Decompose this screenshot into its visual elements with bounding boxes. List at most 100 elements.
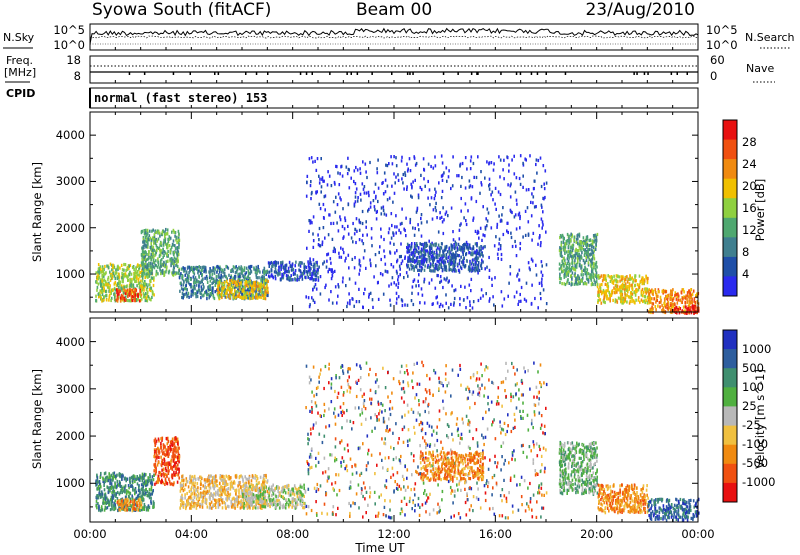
range-gate-cell: [169, 235, 171, 238]
range-gate-cell: [306, 195, 308, 198]
range-gate-cell: [406, 163, 408, 166]
range-gate-cell: [167, 250, 169, 253]
range-gate-cell: [438, 244, 440, 247]
range-gate-cell: [459, 297, 461, 300]
range-gate-cell: [469, 186, 471, 189]
range-gate-cell: [210, 293, 212, 296]
range-gate-cell: [572, 259, 574, 262]
range-gate-cell: [477, 155, 479, 158]
range-gate-cell: [362, 210, 364, 213]
range-gate-cell: [417, 223, 419, 226]
range-gate-cell: [313, 239, 315, 242]
range-gate-cell: [439, 281, 441, 284]
range-gate-cell: [678, 295, 680, 298]
range-gate-cell: [674, 303, 676, 306]
range-gate-cell: [508, 170, 510, 173]
range-gate-cell: [193, 278, 195, 281]
range-gate-cell: [390, 155, 392, 158]
range-gate-cell: [670, 293, 672, 296]
range-gate-cell: [200, 292, 202, 295]
range-gate-cell: [313, 263, 315, 266]
range-gate-cell: [592, 240, 594, 243]
range-gate-cell: [510, 272, 512, 275]
freq-dropout-mark: [500, 72, 502, 75]
range-gate-cell: [586, 271, 588, 274]
range-gate-cell: [600, 298, 602, 301]
range-gate-cell: [510, 265, 512, 268]
range-gate-cell: [424, 264, 426, 267]
freq-dropout-mark: [218, 72, 220, 75]
range-gate-cell: [501, 258, 503, 261]
range-gate-cell: [187, 266, 189, 269]
range-gate-cell: [337, 295, 339, 298]
range-gate-cell: [116, 474, 118, 477]
range-gate-cell: [498, 248, 500, 251]
range-gate-cell: [657, 305, 659, 308]
range-gate-cell: [116, 291, 118, 294]
range-gate-cell: [119, 276, 121, 279]
range-gate-cell: [504, 297, 506, 300]
range-gate-cell: [465, 253, 467, 256]
range-gate-cell: [359, 300, 361, 303]
range-gate-cell: [560, 234, 562, 237]
range-gate-cell: [319, 178, 321, 181]
range-gate-cell: [473, 217, 475, 220]
range-gate-cell: [201, 269, 203, 272]
range-gate-cell: [342, 225, 344, 228]
range-gate-cell: [419, 301, 421, 304]
range-gate-cell: [693, 300, 695, 303]
range-gate-cell: [150, 237, 152, 240]
range-gate-cell: [534, 205, 536, 208]
range-gate-cell: [369, 259, 371, 262]
range-gate-cell: [197, 295, 199, 298]
range-gate-cell: [313, 246, 315, 249]
range-gate-cell: [391, 224, 393, 227]
range-gate-cell: [392, 231, 394, 234]
range-gate-cell: [365, 170, 367, 173]
range-gate-cell: [348, 203, 350, 206]
range-gate-cell: [312, 288, 314, 291]
range-gate-cell: [150, 262, 152, 265]
range-gate-cell: [157, 257, 159, 260]
range-gate-cell: [442, 268, 444, 271]
range-gate-cell: [660, 296, 662, 299]
range-gate-cell: [100, 472, 102, 475]
range-gate-cell: [489, 178, 491, 181]
range-gate-cell: [625, 278, 627, 281]
range-gate-cell: [470, 289, 472, 292]
range-gate-cell: [540, 297, 542, 300]
range-gate-cell: [560, 252, 562, 255]
range-gate-cell: [347, 225, 349, 228]
range-gate-cell: [522, 162, 524, 165]
range-gate-cell: [419, 242, 421, 245]
range-gate-cell: [138, 489, 140, 492]
range-gate-cell: [117, 282, 119, 285]
range-gate-cell: [656, 295, 658, 298]
range-gate-cell: [541, 271, 543, 274]
range-gate-cell: [157, 240, 159, 243]
range-gate-cell: [417, 280, 419, 283]
range-gate-cell: [107, 500, 109, 503]
range-gate-cell: [654, 297, 656, 300]
range-gate-cell: [385, 164, 387, 167]
range-gate-cell: [117, 277, 119, 280]
range-gate-cell: [429, 203, 431, 206]
range-gate-cell: [570, 283, 572, 286]
range-gate-cell: [411, 292, 413, 295]
range-gate-cell: [516, 227, 518, 230]
range-gate-cell: [645, 292, 647, 295]
range-gate-cell: [465, 186, 467, 189]
range-gate-cell: [239, 292, 241, 295]
range-gate-cell: [364, 288, 366, 291]
range-gate-cell: [336, 301, 338, 304]
range-gate-cell: [571, 255, 573, 258]
range-gate-cell: [164, 271, 166, 274]
range-gate-cell: [410, 218, 412, 221]
range-gate-cell: [269, 262, 271, 265]
range-gate-cell: [98, 268, 100, 271]
range-gate-cell: [208, 270, 210, 273]
range-gate-cell: [631, 295, 633, 298]
range-gate-cell: [693, 307, 695, 310]
range-gate-cell: [462, 162, 464, 165]
range-gate-cell: [362, 160, 364, 163]
